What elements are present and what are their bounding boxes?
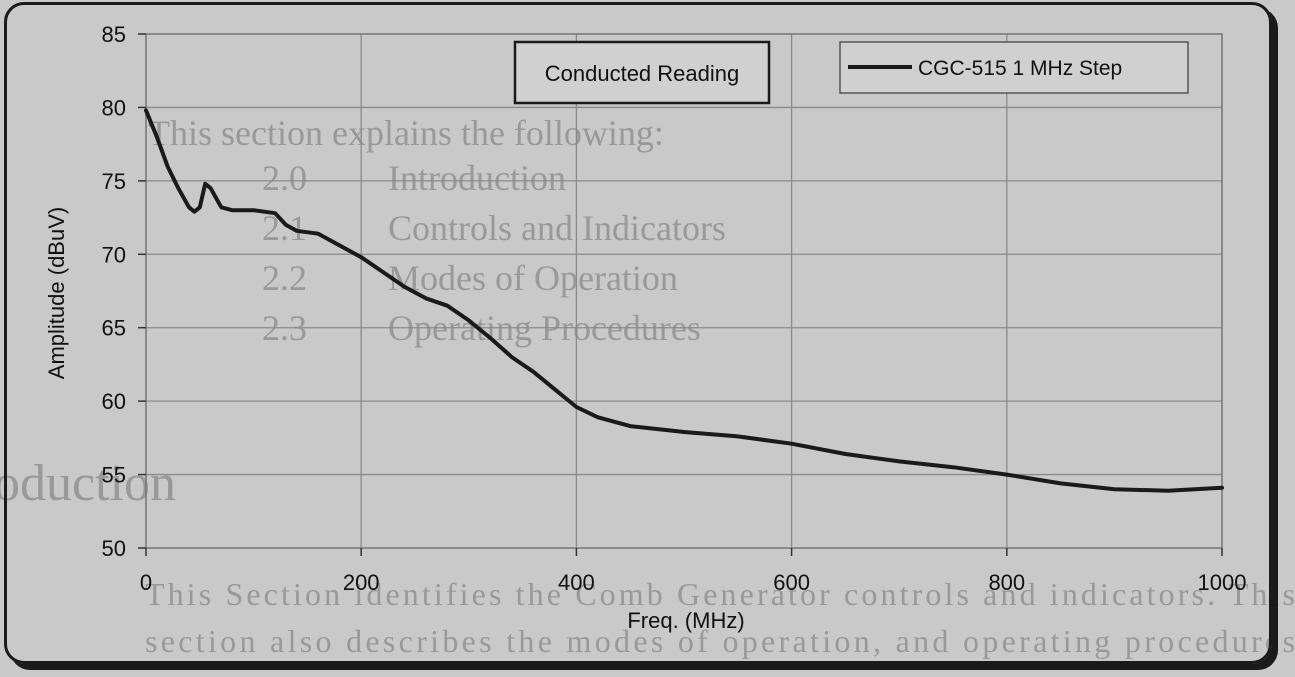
bleed-item-label: Introduction: [388, 158, 566, 198]
x-tick-label: 200: [343, 570, 380, 595]
bleed-item-num: 2.2: [262, 258, 307, 298]
legend-label: CGC-515 1 MHz Step: [918, 57, 1122, 80]
bleed-item-label: Modes of Operation: [388, 258, 678, 298]
series-line: [144, 108, 1224, 493]
y-tick-label: 80: [102, 95, 126, 120]
x-axis-label: Freq. (MHz): [627, 608, 744, 633]
plot-area: [145, 33, 1223, 549]
y-tick-label: 55: [102, 463, 126, 488]
y-tick-label: 50: [102, 536, 126, 561]
x-tick-label: 600: [773, 570, 810, 595]
bleed-item-num: 2.1: [262, 208, 307, 248]
y-tick-label: 60: [102, 389, 126, 414]
y-tick-label: 75: [102, 169, 126, 194]
x-tick-label: 1000: [1198, 570, 1247, 595]
chart-title-box: Conducted Reading: [513, 40, 771, 105]
bleed-item-label: Controls and Indicators: [388, 208, 726, 248]
legend: CGC-515 1 MHz Step: [839, 41, 1189, 94]
y-tick-label: 85: [102, 22, 126, 47]
y-tick-label: 65: [102, 316, 126, 341]
chart-frame: [4, 2, 1272, 664]
chart-title: Conducted Reading: [545, 61, 739, 86]
bleed-heading: This section explains the following:: [148, 113, 664, 153]
y-axis: 50 55 60 65 70 75 80 85: [102, 22, 146, 561]
x-tick-label: 400: [558, 570, 595, 595]
bleed-item-num: 2.0: [262, 158, 307, 198]
y-axis-label: Amplitude (dBuV): [44, 207, 69, 379]
x-tick-label: 800: [988, 570, 1025, 595]
bleed-body-line: This Section identifies the Comb Generat…: [145, 576, 1295, 612]
x-tick-label: 0: [140, 570, 152, 595]
y-tick-label: 70: [102, 242, 126, 267]
x-axis: 0 200 400 600 800 1000: [140, 548, 1247, 595]
grid: [145, 33, 1223, 549]
